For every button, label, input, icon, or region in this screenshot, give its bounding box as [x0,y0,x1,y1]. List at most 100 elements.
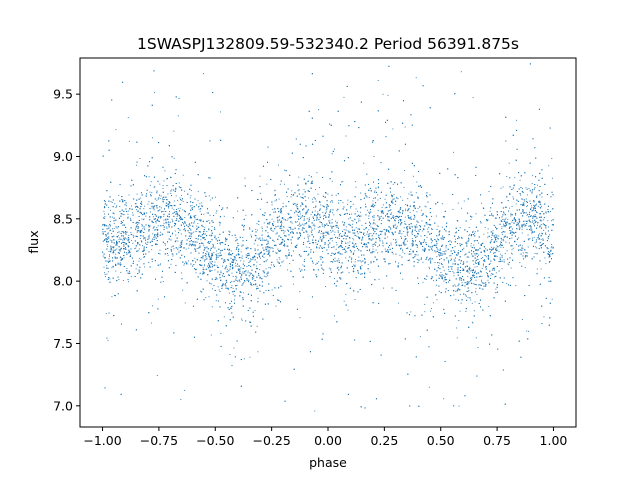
data-point [526,200,528,202]
data-point [102,255,104,257]
data-point [471,302,473,304]
data-point [355,186,357,188]
data-point [374,190,376,192]
data-point [502,246,504,248]
data-point [491,250,493,251]
data-point [173,157,175,159]
data-point [215,255,217,257]
data-point [456,254,458,256]
data-point [392,215,394,217]
data-point [524,225,526,227]
data-point [387,94,389,96]
data-point [157,298,159,300]
data-point [104,216,106,218]
data-point [329,220,331,222]
data-point [189,224,191,226]
data-point [382,240,384,242]
data-point [403,227,405,229]
data-point [488,256,490,258]
data-point [374,228,376,230]
data-point [508,162,510,164]
data-point [168,204,170,206]
data-point [392,195,394,197]
data-point [475,249,477,251]
data-point [163,222,165,224]
data-point [116,244,118,246]
data-point [257,297,259,299]
data-point [463,200,465,202]
data-point [354,250,356,252]
data-point [143,238,145,240]
data-point [281,226,283,228]
data-point [158,196,160,198]
data-point [368,218,370,219]
data-point [510,252,512,254]
data-point [139,238,141,239]
data-point [214,196,216,198]
data-point [153,187,155,189]
data-point [128,281,129,283]
data-point [511,249,513,251]
data-point [518,237,520,239]
data-point [487,228,489,230]
data-point [351,213,353,215]
data-point [139,158,141,159]
data-point [249,272,251,274]
data-point [317,193,319,195]
data-point [311,198,313,200]
data-point [177,115,179,117]
data-point [470,245,472,247]
data-point [254,310,256,312]
data-point [428,266,430,268]
data-point [468,272,470,274]
data-point [241,257,243,259]
data-point [511,221,513,223]
data-point [477,271,479,273]
data-point [402,251,404,253]
data-point [421,230,423,232]
data-point [151,249,153,251]
data-point [191,205,193,207]
data-point [331,153,333,155]
data-point [190,195,192,197]
data-point [345,135,347,137]
data-point [331,180,333,182]
data-point [452,208,454,210]
data-point [335,194,337,196]
data-point [218,289,220,291]
data-point [250,273,252,275]
data-point [534,246,536,248]
data-point [418,230,420,232]
data-point [284,169,286,171]
data-point [416,211,418,213]
data-point [293,232,295,234]
data-point [429,268,431,270]
data-point [426,236,428,238]
data-point [405,203,407,205]
data-point [544,257,546,259]
data-point [334,231,336,233]
data-point [315,263,317,265]
data-point [104,272,106,274]
data-point [162,197,163,199]
data-point [462,268,464,270]
data-point [232,287,234,289]
data-point [338,251,340,253]
data-point [416,181,418,183]
data-point [103,223,105,225]
data-point [372,233,374,235]
data-point [152,137,154,139]
data-point [458,250,459,252]
data-point [284,230,286,232]
data-point [292,283,294,285]
data-point [175,234,177,236]
data-point [501,228,503,230]
data-point [527,234,529,236]
data-point [178,246,180,248]
data-point [257,229,259,231]
data-point [202,258,204,260]
data-point [453,249,455,251]
data-point [255,271,257,272]
data-point [505,225,507,227]
data-point [400,247,402,249]
